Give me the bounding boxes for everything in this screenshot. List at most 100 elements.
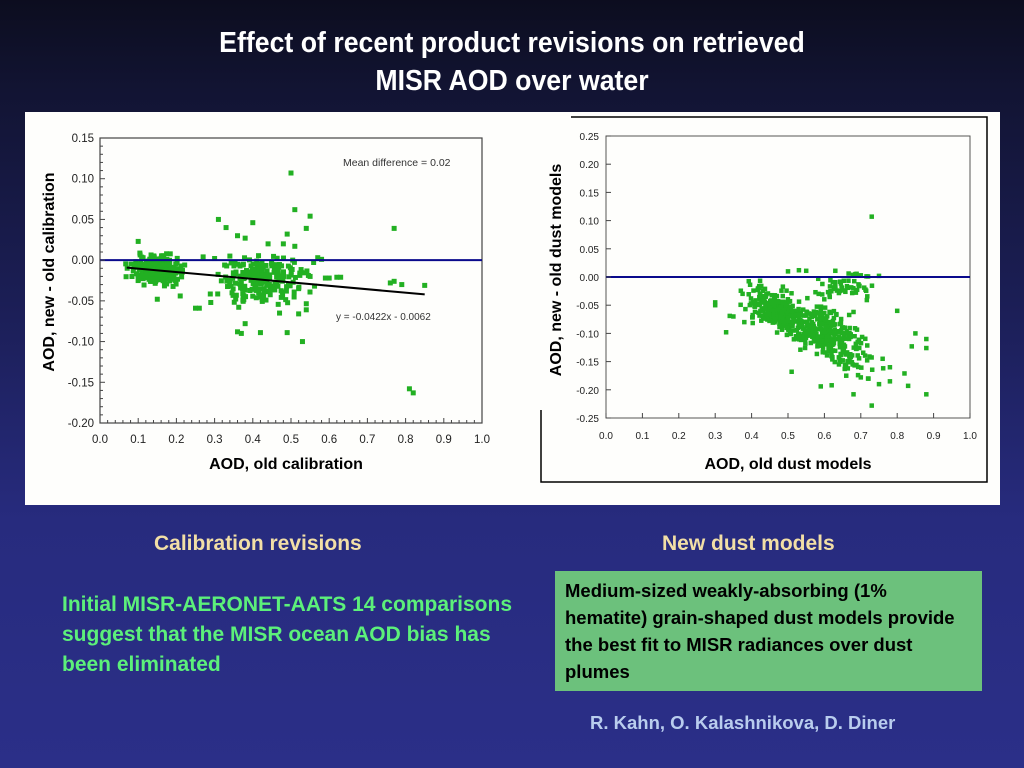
data-point bbox=[818, 325, 823, 330]
right-x-axis-label: AOD, old dust models bbox=[704, 456, 871, 473]
x-tick-label: 0.7 bbox=[854, 431, 868, 442]
data-point bbox=[272, 283, 278, 289]
data-point bbox=[832, 327, 837, 332]
data-point bbox=[267, 276, 273, 282]
data-point bbox=[280, 270, 286, 276]
data-point bbox=[257, 330, 263, 336]
data-point bbox=[831, 340, 837, 346]
data-point bbox=[253, 295, 259, 301]
data-point bbox=[148, 252, 154, 258]
data-point bbox=[760, 316, 766, 321]
data-point bbox=[836, 334, 842, 339]
data-point bbox=[789, 291, 794, 296]
data-point bbox=[815, 276, 821, 282]
data-point bbox=[869, 355, 874, 360]
data-point bbox=[845, 359, 850, 365]
data-point bbox=[280, 274, 286, 280]
data-point bbox=[851, 309, 856, 315]
data-point bbox=[819, 321, 825, 327]
data-point bbox=[233, 296, 239, 302]
data-point bbox=[269, 284, 275, 290]
data-point bbox=[842, 366, 847, 372]
data-point bbox=[846, 278, 851, 283]
data-point bbox=[265, 241, 271, 247]
data-point bbox=[141, 282, 147, 288]
data-point bbox=[406, 386, 412, 392]
data-point bbox=[819, 338, 825, 344]
data-point bbox=[391, 278, 397, 284]
data-point bbox=[275, 283, 281, 289]
data-point bbox=[837, 321, 843, 327]
x-tick-label: 0.6 bbox=[817, 431, 831, 442]
data-point bbox=[784, 322, 789, 327]
data-point bbox=[818, 384, 824, 389]
data-point bbox=[812, 313, 818, 318]
data-point bbox=[791, 328, 796, 333]
data-point bbox=[164, 251, 170, 257]
data-point bbox=[802, 337, 808, 342]
data-point bbox=[809, 322, 814, 328]
data-point bbox=[771, 308, 776, 313]
data-point bbox=[261, 292, 267, 298]
y-tick-label: 0.00 bbox=[72, 255, 94, 267]
x-tick-label: 0.3 bbox=[708, 431, 722, 442]
data-point bbox=[803, 313, 809, 318]
data-point bbox=[830, 318, 836, 324]
data-point bbox=[303, 225, 309, 231]
data-point bbox=[813, 289, 818, 295]
x-tick-label: 0.2 bbox=[168, 434, 184, 446]
left-y-axis-label: AOD, new - old calibration bbox=[41, 172, 58, 371]
data-point bbox=[138, 259, 144, 265]
data-point bbox=[763, 302, 768, 308]
data-point bbox=[200, 254, 206, 260]
data-point bbox=[225, 284, 231, 290]
data-point bbox=[924, 392, 929, 397]
x-tick-label: 0.4 bbox=[745, 431, 759, 442]
data-point bbox=[263, 262, 269, 268]
data-point bbox=[822, 310, 827, 316]
y-tick-label: -0.20 bbox=[576, 386, 599, 397]
data-point bbox=[760, 288, 766, 293]
data-point bbox=[823, 341, 829, 347]
data-point bbox=[835, 336, 840, 342]
data-point bbox=[798, 347, 803, 352]
left-data-points bbox=[123, 170, 428, 396]
data-point bbox=[232, 260, 238, 266]
data-point bbox=[247, 288, 253, 294]
data-point bbox=[768, 298, 774, 303]
data-point bbox=[803, 268, 809, 274]
data-point bbox=[826, 319, 832, 325]
data-point bbox=[784, 288, 789, 293]
data-point bbox=[738, 302, 743, 308]
data-point bbox=[851, 285, 856, 291]
data-point bbox=[850, 362, 855, 367]
data-point bbox=[876, 273, 882, 279]
y-tick-label: 0.05 bbox=[72, 214, 94, 226]
data-point bbox=[815, 317, 820, 322]
data-point bbox=[839, 330, 845, 336]
data-point bbox=[160, 255, 166, 261]
data-point bbox=[816, 343, 822, 348]
data-point bbox=[762, 306, 768, 312]
data-point bbox=[864, 358, 870, 363]
data-point bbox=[156, 270, 162, 276]
data-point bbox=[830, 279, 836, 285]
slide-title: Effect of recent product revisions on re… bbox=[41, 24, 983, 100]
y-tick-label: 0.15 bbox=[580, 188, 600, 199]
data-point bbox=[764, 314, 770, 320]
data-point bbox=[785, 315, 791, 320]
x-tick-label: 0.0 bbox=[92, 434, 108, 446]
data-point bbox=[134, 271, 140, 277]
data-point bbox=[785, 269, 791, 274]
data-point bbox=[799, 318, 804, 324]
data-point bbox=[249, 266, 255, 272]
data-point bbox=[777, 324, 782, 330]
data-point bbox=[167, 278, 173, 284]
data-point bbox=[786, 299, 791, 304]
data-point bbox=[137, 250, 143, 256]
data-point bbox=[284, 284, 290, 290]
data-point bbox=[827, 284, 833, 289]
left-fit-line bbox=[126, 266, 425, 296]
data-point bbox=[811, 336, 817, 341]
data-point bbox=[760, 298, 766, 304]
